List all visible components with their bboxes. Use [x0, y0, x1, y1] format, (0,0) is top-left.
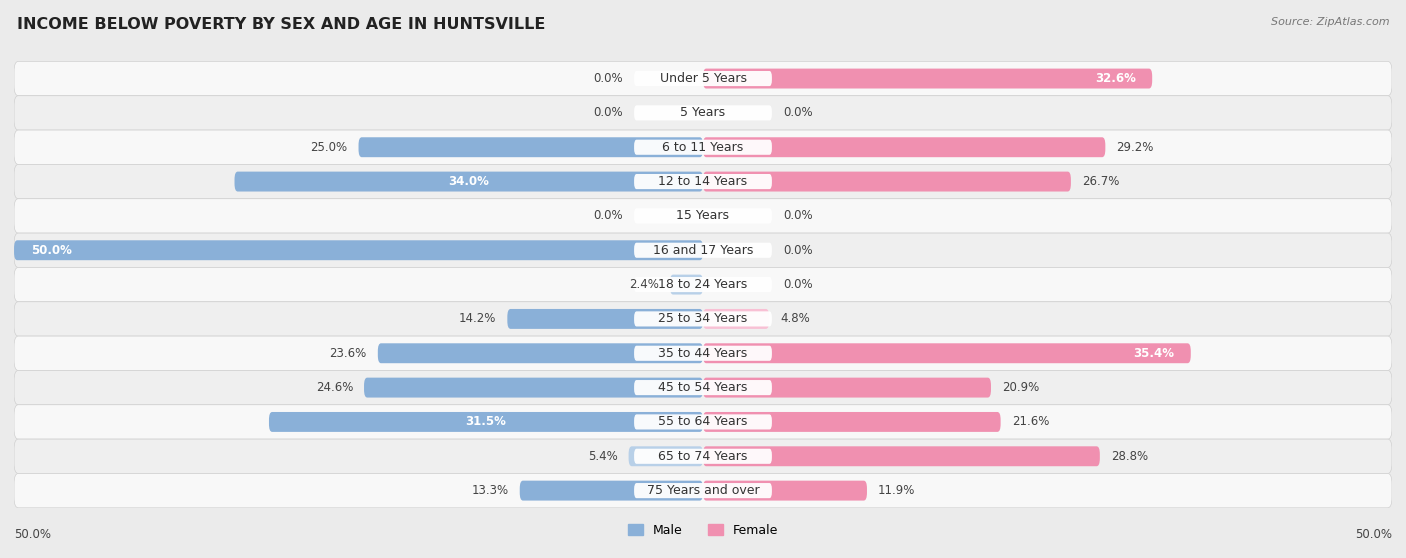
FancyBboxPatch shape	[634, 208, 772, 223]
Text: 12 to 14 Years: 12 to 14 Years	[658, 175, 748, 188]
FancyBboxPatch shape	[14, 302, 1392, 336]
FancyBboxPatch shape	[703, 412, 1001, 432]
FancyBboxPatch shape	[14, 96, 1392, 130]
FancyBboxPatch shape	[14, 233, 1392, 267]
FancyBboxPatch shape	[634, 277, 772, 292]
FancyBboxPatch shape	[269, 412, 703, 432]
FancyBboxPatch shape	[634, 380, 772, 395]
FancyBboxPatch shape	[634, 105, 772, 121]
FancyBboxPatch shape	[14, 199, 1392, 233]
FancyBboxPatch shape	[520, 480, 703, 501]
FancyBboxPatch shape	[628, 446, 703, 466]
Text: 0.0%: 0.0%	[783, 107, 813, 119]
FancyBboxPatch shape	[703, 446, 1099, 466]
Text: 5 Years: 5 Years	[681, 107, 725, 119]
Text: 50.0%: 50.0%	[1355, 528, 1392, 541]
Text: 4.8%: 4.8%	[780, 312, 810, 325]
Text: 32.6%: 32.6%	[1095, 72, 1136, 85]
FancyBboxPatch shape	[14, 130, 1392, 165]
Text: 0.0%: 0.0%	[593, 107, 623, 119]
FancyBboxPatch shape	[235, 172, 703, 191]
FancyBboxPatch shape	[634, 483, 772, 498]
Text: 11.9%: 11.9%	[877, 484, 915, 497]
FancyBboxPatch shape	[14, 439, 1392, 473]
FancyBboxPatch shape	[703, 172, 1071, 191]
Text: 0.0%: 0.0%	[783, 244, 813, 257]
Text: 16 and 17 Years: 16 and 17 Years	[652, 244, 754, 257]
Text: Under 5 Years: Under 5 Years	[659, 72, 747, 85]
Text: 21.6%: 21.6%	[1012, 416, 1049, 429]
FancyBboxPatch shape	[634, 243, 772, 258]
FancyBboxPatch shape	[14, 371, 1392, 405]
Text: 25 to 34 Years: 25 to 34 Years	[658, 312, 748, 325]
Text: 0.0%: 0.0%	[783, 209, 813, 223]
Text: INCOME BELOW POVERTY BY SEX AND AGE IN HUNTSVILLE: INCOME BELOW POVERTY BY SEX AND AGE IN H…	[17, 17, 546, 32]
Text: 6 to 11 Years: 6 to 11 Years	[662, 141, 744, 153]
Text: 35.4%: 35.4%	[1133, 347, 1174, 360]
FancyBboxPatch shape	[634, 140, 772, 155]
Text: 25.0%: 25.0%	[311, 141, 347, 153]
FancyBboxPatch shape	[703, 69, 1152, 89]
Text: 45 to 54 Years: 45 to 54 Years	[658, 381, 748, 394]
Text: 2.4%: 2.4%	[628, 278, 659, 291]
FancyBboxPatch shape	[14, 336, 1392, 371]
FancyBboxPatch shape	[634, 71, 772, 86]
FancyBboxPatch shape	[703, 343, 1191, 363]
Text: 35 to 44 Years: 35 to 44 Years	[658, 347, 748, 360]
Text: 5.4%: 5.4%	[588, 450, 617, 463]
Text: 0.0%: 0.0%	[783, 278, 813, 291]
Text: 50.0%: 50.0%	[14, 528, 51, 541]
Text: 55 to 64 Years: 55 to 64 Years	[658, 416, 748, 429]
Text: 75 Years and over: 75 Years and over	[647, 484, 759, 497]
FancyBboxPatch shape	[14, 240, 703, 260]
FancyBboxPatch shape	[634, 449, 772, 464]
FancyBboxPatch shape	[364, 378, 703, 397]
FancyBboxPatch shape	[14, 165, 1392, 199]
FancyBboxPatch shape	[378, 343, 703, 363]
FancyBboxPatch shape	[359, 137, 703, 157]
Text: Source: ZipAtlas.com: Source: ZipAtlas.com	[1271, 17, 1389, 27]
Text: 23.6%: 23.6%	[329, 347, 367, 360]
FancyBboxPatch shape	[703, 137, 1105, 157]
Text: 29.2%: 29.2%	[1116, 141, 1154, 153]
FancyBboxPatch shape	[634, 174, 772, 189]
Text: 50.0%: 50.0%	[31, 244, 72, 257]
FancyBboxPatch shape	[634, 311, 772, 326]
Text: 15 Years: 15 Years	[676, 209, 730, 223]
FancyBboxPatch shape	[634, 415, 772, 430]
FancyBboxPatch shape	[14, 61, 1392, 96]
Text: 26.7%: 26.7%	[1083, 175, 1119, 188]
FancyBboxPatch shape	[634, 346, 772, 361]
FancyBboxPatch shape	[14, 405, 1392, 439]
Text: 18 to 24 Years: 18 to 24 Years	[658, 278, 748, 291]
FancyBboxPatch shape	[508, 309, 703, 329]
Text: 65 to 74 Years: 65 to 74 Years	[658, 450, 748, 463]
Text: 34.0%: 34.0%	[449, 175, 489, 188]
FancyBboxPatch shape	[14, 267, 1392, 302]
Text: 0.0%: 0.0%	[593, 209, 623, 223]
Legend: Male, Female: Male, Female	[623, 519, 783, 542]
FancyBboxPatch shape	[14, 473, 1392, 508]
Text: 24.6%: 24.6%	[315, 381, 353, 394]
FancyBboxPatch shape	[669, 275, 703, 295]
Text: 20.9%: 20.9%	[1002, 381, 1039, 394]
Text: 14.2%: 14.2%	[458, 312, 496, 325]
Text: 28.8%: 28.8%	[1111, 450, 1147, 463]
Text: 31.5%: 31.5%	[465, 416, 506, 429]
FancyBboxPatch shape	[703, 378, 991, 397]
Text: 0.0%: 0.0%	[593, 72, 623, 85]
FancyBboxPatch shape	[703, 309, 769, 329]
FancyBboxPatch shape	[703, 480, 868, 501]
Text: 13.3%: 13.3%	[471, 484, 509, 497]
